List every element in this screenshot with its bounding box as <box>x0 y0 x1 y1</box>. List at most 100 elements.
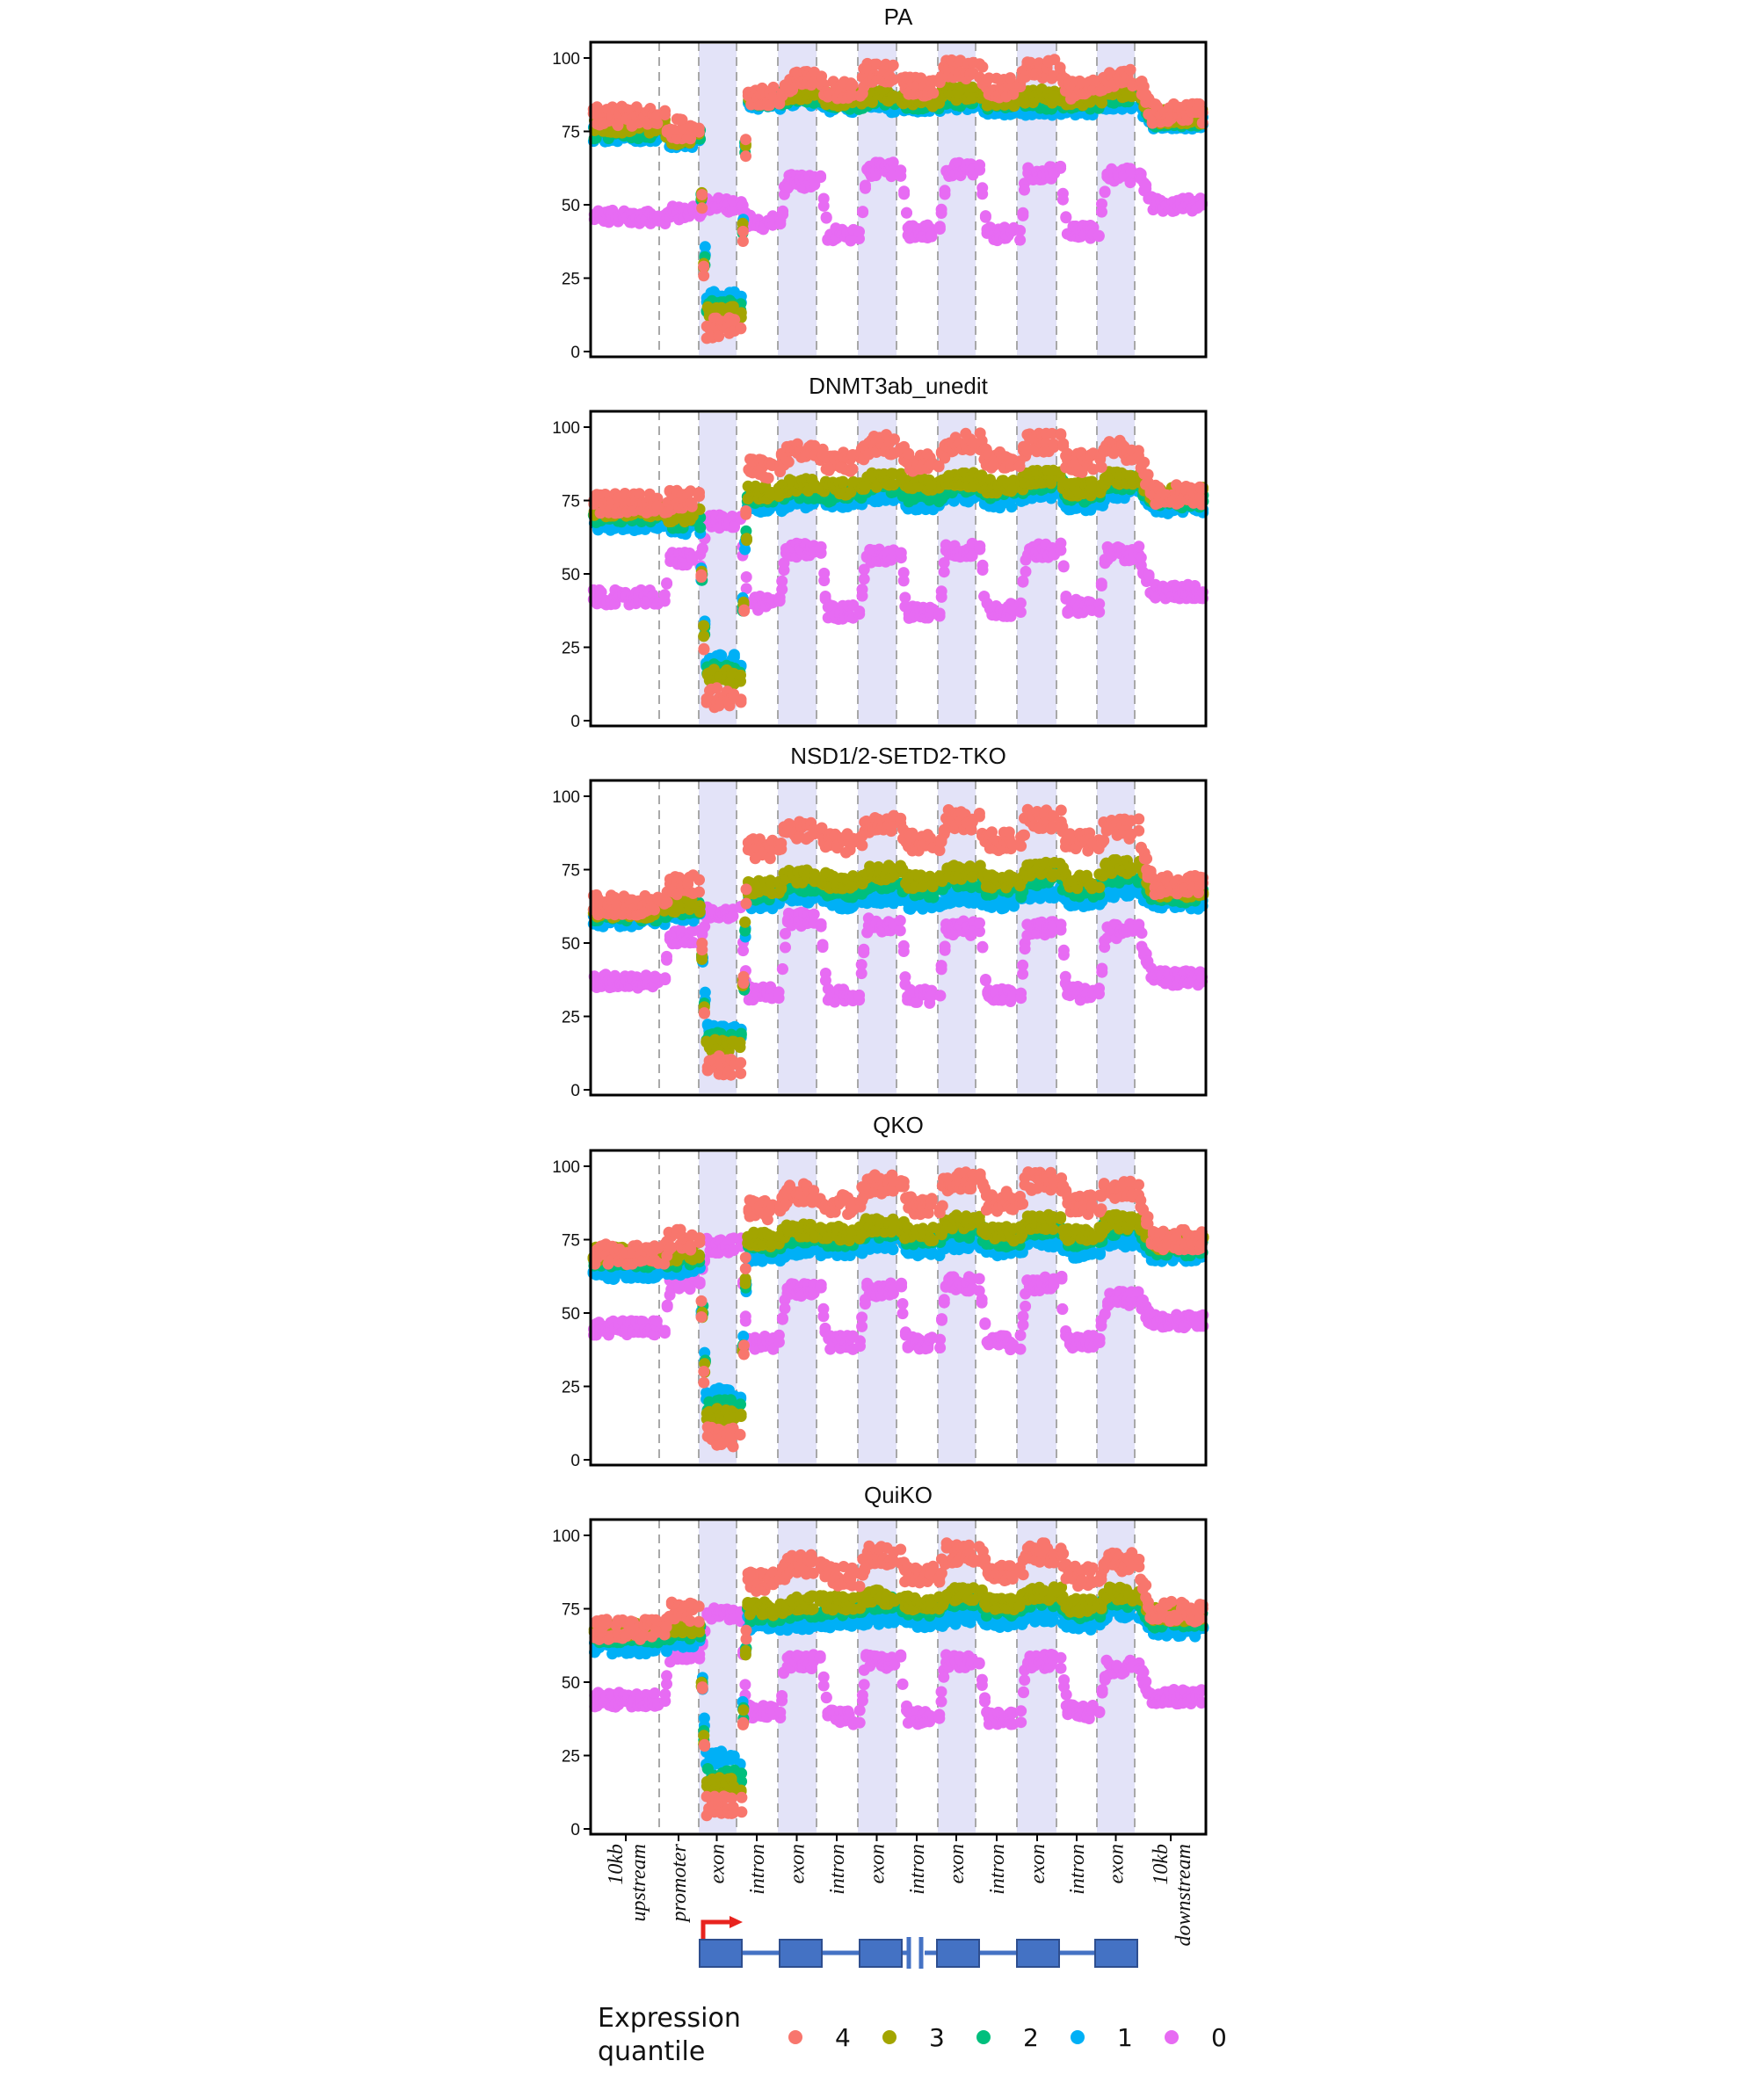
data-point <box>774 218 787 230</box>
data-point <box>698 620 710 632</box>
data-point <box>658 589 671 601</box>
data-point <box>659 109 671 120</box>
data-point <box>933 223 946 235</box>
data-point <box>737 225 749 237</box>
data-point <box>934 990 947 1002</box>
data-point <box>1093 606 1106 618</box>
data-point <box>1013 461 1026 473</box>
data-point <box>837 475 849 488</box>
data-point <box>1055 537 1067 549</box>
data-point <box>895 170 907 182</box>
data-point <box>1054 62 1066 74</box>
y-tick-label: 0 <box>570 713 580 731</box>
data-point <box>713 330 725 343</box>
data-point <box>1135 552 1147 563</box>
data-point <box>735 323 747 335</box>
panel-title: NSD1/2-SETD2-TKO <box>790 743 1006 769</box>
data-point <box>1019 943 1031 955</box>
data-point <box>737 236 749 247</box>
data-point <box>698 270 710 282</box>
data-point <box>897 575 910 587</box>
data-point <box>933 607 946 620</box>
data-point <box>740 150 751 163</box>
data-point <box>693 487 705 498</box>
data-point <box>1093 229 1105 242</box>
data-point <box>979 974 991 985</box>
y-tick-label: 25 <box>562 271 580 289</box>
data-point <box>976 941 989 954</box>
data-point <box>935 960 947 972</box>
y-tick-label: 50 <box>562 197 580 215</box>
data-point <box>1124 63 1136 76</box>
data-point <box>1096 206 1107 218</box>
data-point <box>699 241 711 253</box>
y-tick-label: 75 <box>562 493 580 511</box>
data-point <box>939 185 951 197</box>
data-point <box>1060 211 1072 223</box>
data-point <box>1005 501 1018 513</box>
data-point <box>846 463 859 475</box>
y-tick-label: 0 <box>570 344 580 362</box>
data-point <box>1095 461 1107 473</box>
data-point <box>1124 177 1136 189</box>
data-point <box>1143 569 1155 581</box>
data-point <box>853 989 866 1001</box>
data-point <box>895 547 907 559</box>
data-point <box>741 533 752 545</box>
data-point <box>659 972 671 984</box>
data-point <box>1095 577 1107 590</box>
data-point <box>1055 160 1067 172</box>
data-point <box>698 642 710 655</box>
data-point <box>762 472 774 484</box>
data-point <box>974 917 985 929</box>
data-point <box>855 968 867 980</box>
data-point <box>857 206 869 218</box>
data-point <box>693 126 705 138</box>
data-point <box>1020 565 1032 577</box>
data-point <box>889 433 900 446</box>
data-point <box>894 925 906 937</box>
y-tick-label: 75 <box>562 124 580 142</box>
data-point <box>858 573 870 585</box>
y-tick-label: 50 <box>562 566 580 584</box>
data-point <box>773 595 786 607</box>
y-tick-label: 25 <box>562 640 580 658</box>
data-point <box>979 211 991 223</box>
data-point <box>976 559 989 571</box>
data-point <box>860 182 871 194</box>
data-point <box>1017 576 1029 588</box>
data-point <box>1017 968 1029 980</box>
data-point <box>1140 179 1152 192</box>
data-point <box>858 947 870 959</box>
data-point <box>856 590 868 602</box>
data-point <box>1004 72 1016 84</box>
data-point <box>1014 234 1027 246</box>
data-point <box>939 940 951 953</box>
data-point <box>1099 185 1111 198</box>
panel-title: PA <box>884 4 913 30</box>
data-point <box>1019 184 1030 196</box>
data-point <box>773 986 785 998</box>
data-point <box>661 954 672 966</box>
data-point <box>777 208 789 221</box>
data-point <box>894 915 906 926</box>
data-point <box>1014 606 1027 618</box>
data-point <box>887 156 899 169</box>
data-point <box>1138 456 1151 468</box>
data-point <box>1017 207 1029 219</box>
data-point <box>935 591 947 603</box>
data-point <box>974 159 986 171</box>
data-point <box>974 543 986 555</box>
data-point <box>927 87 940 99</box>
data-point <box>661 577 673 589</box>
data-point <box>815 171 827 184</box>
data-point <box>735 669 746 681</box>
data-point <box>815 918 827 930</box>
data-point <box>782 456 795 468</box>
data-point <box>776 963 788 976</box>
data-point <box>1056 193 1069 206</box>
data-point <box>1142 468 1154 481</box>
data-point <box>935 207 947 219</box>
